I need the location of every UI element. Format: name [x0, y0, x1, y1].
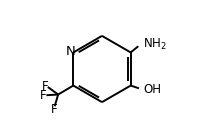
Text: OH: OH	[144, 83, 162, 95]
Text: N: N	[65, 45, 75, 58]
Text: NH$_2$: NH$_2$	[143, 37, 167, 52]
Text: F: F	[41, 80, 48, 93]
Text: F: F	[40, 89, 47, 102]
Text: F: F	[51, 103, 58, 116]
